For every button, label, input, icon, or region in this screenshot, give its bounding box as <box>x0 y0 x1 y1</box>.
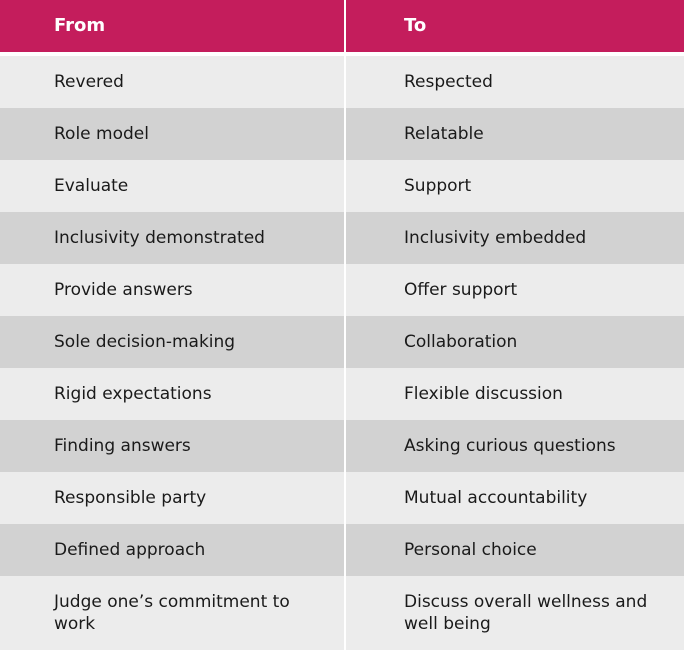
to-cell: Relatable <box>346 108 684 160</box>
table-row: Sole decision-making Collaboration <box>0 316 684 368</box>
table-row: Rigid expectations Flexible discussion <box>0 368 684 420</box>
table-row: Provide answers Offer support <box>0 264 684 316</box>
table-row: Role model Relatable <box>0 108 684 160</box>
from-cell: Provide answers <box>0 264 344 316</box>
table-row: Finding answers Asking curious questions <box>0 420 684 472</box>
to-cell: Asking curious questions <box>346 420 684 472</box>
from-cell: Rigid expectations <box>0 368 344 420</box>
to-cell: Personal choice <box>346 524 684 576</box>
table-row: Responsible party Mutual accountability <box>0 472 684 524</box>
table-row: Judge one’s commitment to work Discuss o… <box>0 576 684 650</box>
table-row: Revered Respected <box>0 56 684 108</box>
header-to: To <box>346 0 684 52</box>
header-divider <box>0 52 684 56</box>
to-cell: Respected <box>346 56 684 108</box>
to-cell: Mutual accountability <box>346 472 684 524</box>
to-cell: Discuss overall wellness and well being <box>346 576 684 650</box>
header-from: From <box>0 0 344 52</box>
from-cell: Finding answers <box>0 420 344 472</box>
from-cell: Role model <box>0 108 344 160</box>
table-row: Inclusivity demonstrated Inclusivity emb… <box>0 212 684 264</box>
from-cell: Judge one’s commitment to work <box>0 576 344 650</box>
to-cell: Support <box>346 160 684 212</box>
from-cell: Evaluate <box>0 160 344 212</box>
table-row: Defined approach Personal choice <box>0 524 684 576</box>
table-row: Evaluate Support <box>0 160 684 212</box>
to-cell: Collaboration <box>346 316 684 368</box>
from-cell: Revered <box>0 56 344 108</box>
table-header: From To <box>0 0 684 52</box>
from-cell: Responsible party <box>0 472 344 524</box>
from-cell: Sole decision-making <box>0 316 344 368</box>
to-cell: Flexible discussion <box>346 368 684 420</box>
from-cell: Defined approach <box>0 524 344 576</box>
to-cell: Inclusivity embedded <box>346 212 684 264</box>
to-cell: Offer support <box>346 264 684 316</box>
from-cell: Inclusivity demonstrated <box>0 212 344 264</box>
